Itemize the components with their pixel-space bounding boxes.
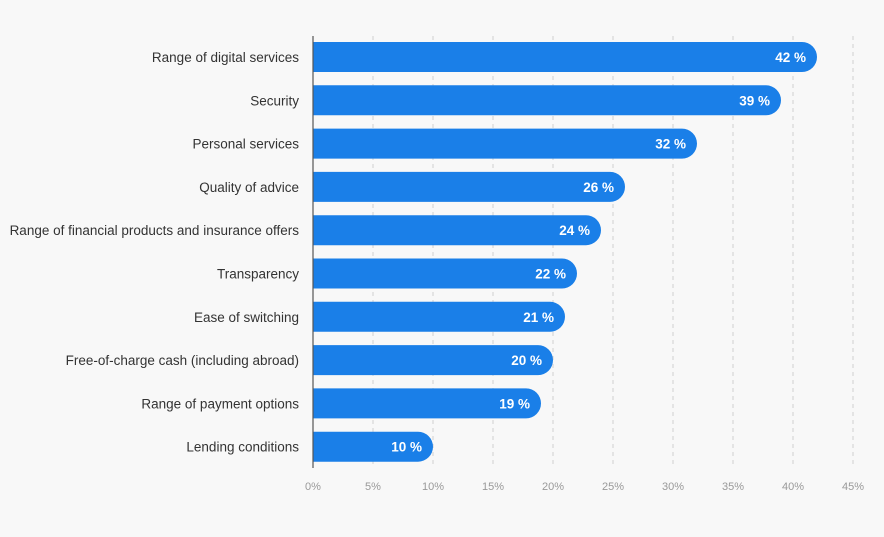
x-tick-label: 20% [542,481,564,493]
value-label: 39 % [739,93,770,108]
bar [313,171,625,202]
category-label: Free-of-charge cash (including abroad) [66,353,299,368]
bar [313,345,553,376]
value-label: 26 % [583,180,614,195]
value-label: 20 % [511,353,542,368]
value-label: 32 % [655,137,686,152]
x-tick-label: 0% [305,481,321,493]
category-label: Range of financial products and insuranc… [10,223,300,238]
bar [313,258,577,289]
bar [313,388,542,419]
bar [313,85,782,116]
x-tick-label: 40% [782,481,804,493]
category-label: Personal services [192,137,299,152]
bar [313,215,602,246]
bars [313,42,817,462]
category-label: Range of payment options [141,396,299,411]
value-label: 24 % [559,223,590,238]
x-tick-label: 15% [482,481,504,493]
category-label: Ease of switching [194,310,299,325]
category-label: Quality of advice [199,180,299,195]
category-label: Range of digital services [152,50,299,65]
x-tick-label: 10% [422,481,444,493]
bar [313,431,434,462]
bar [313,301,565,332]
category-label: Security [250,93,299,108]
category-label: Lending conditions [186,440,299,455]
value-label: 21 % [523,310,554,325]
x-tick-label: 5% [365,481,381,493]
bar [313,128,697,159]
x-tick-label: 35% [722,481,744,493]
category-label: Transparency [217,267,299,282]
value-label: 22 % [535,267,566,282]
x-tick-label: 25% [602,481,624,493]
value-label: 42 % [775,50,806,65]
x-tick-label: 45% [842,481,864,493]
value-label: 19 % [499,396,530,411]
value-label: 10 % [391,440,422,455]
x-tick-label: 30% [662,481,684,493]
labels: 0% 5% 10% 15% 20% 25% 30% 35% 40% 45% 42 % Range of… [10,50,865,493]
bar [313,42,817,72]
